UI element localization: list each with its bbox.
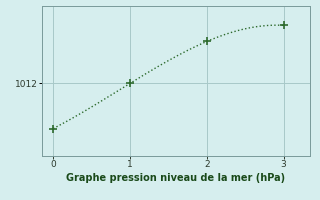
X-axis label: Graphe pression niveau de la mer (hPa): Graphe pression niveau de la mer (hPa) <box>67 173 285 183</box>
